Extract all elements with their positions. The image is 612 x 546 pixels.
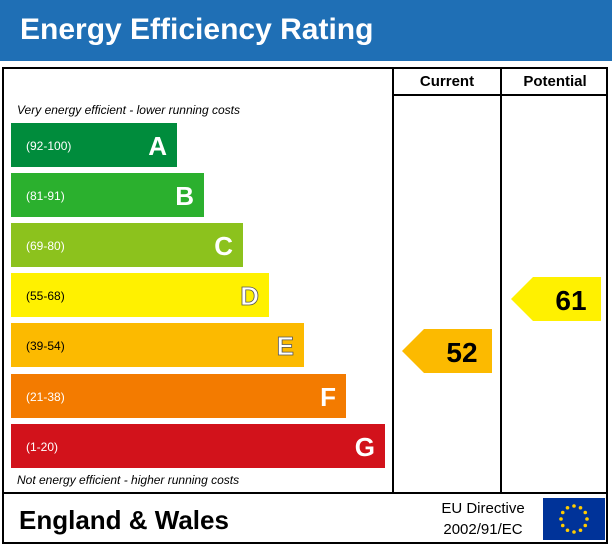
band-bar-g — [11, 424, 385, 468]
eu-star — [565, 528, 570, 533]
band-letter-b: B — [175, 181, 194, 211]
band-bar-c — [11, 223, 243, 267]
eu-flag-icon — [543, 498, 605, 540]
eu-star — [572, 504, 576, 508]
header-bar: Energy Efficiency Rating — [0, 0, 612, 61]
eu-star — [583, 510, 588, 515]
band-bar-a — [11, 123, 177, 167]
current-column-header: Current — [419, 73, 475, 90]
note-inefficient: Not energy efficient - higher running co… — [17, 473, 240, 487]
current-rating-arrow — [402, 329, 492, 373]
band-letter-g: G — [355, 432, 375, 462]
note-efficient: Very energy efficient - lower running co… — [17, 103, 240, 117]
band-letter-e: E — [277, 331, 294, 361]
page-title: Energy Efficiency Rating — [20, 13, 374, 46]
footer-region: England & Wales — [19, 505, 229, 535]
potential-rating-value: 61 — [555, 285, 586, 316]
band-bar-b — [11, 173, 204, 217]
band-bar-d — [11, 273, 269, 317]
band-bar-e — [11, 323, 304, 367]
eu-star — [565, 505, 570, 510]
band-letter-a: A — [148, 131, 167, 161]
band-range-e: (39-54) — [26, 339, 65, 353]
band-range-d: (55-68) — [26, 289, 65, 303]
eu-star — [572, 530, 576, 534]
band-range-b: (81-91) — [26, 189, 65, 203]
potential-column-header: Potential — [523, 73, 587, 90]
current-rating-value: 52 — [446, 337, 477, 368]
eu-star — [583, 523, 588, 528]
eu-star — [578, 528, 583, 533]
eu-star — [560, 523, 565, 528]
footer-rule — [2, 492, 608, 494]
column-divider-current — [392, 67, 394, 494]
directive-line-2: 2002/91/EC — [443, 521, 523, 538]
potential-rating-arrow — [511, 277, 601, 321]
band-letter-c: C — [214, 231, 233, 261]
directive-line-1: EU Directive — [441, 500, 525, 517]
band-range-a: (92-100) — [26, 139, 71, 153]
band-letter-d: D — [240, 281, 259, 311]
band-range-c: (69-80) — [26, 239, 65, 253]
band-letter-f: F — [320, 382, 336, 412]
band-range-f: (21-38) — [26, 390, 65, 404]
header-rule — [392, 94, 608, 96]
eu-star — [578, 505, 583, 510]
band-range-g: (1-20) — [26, 440, 58, 454]
eu-star — [560, 510, 565, 515]
chart-frame — [2, 67, 608, 544]
column-divider-potential — [500, 67, 502, 494]
eu-star — [559, 517, 563, 521]
eu-star — [585, 517, 589, 521]
band-bar-f — [11, 374, 346, 418]
